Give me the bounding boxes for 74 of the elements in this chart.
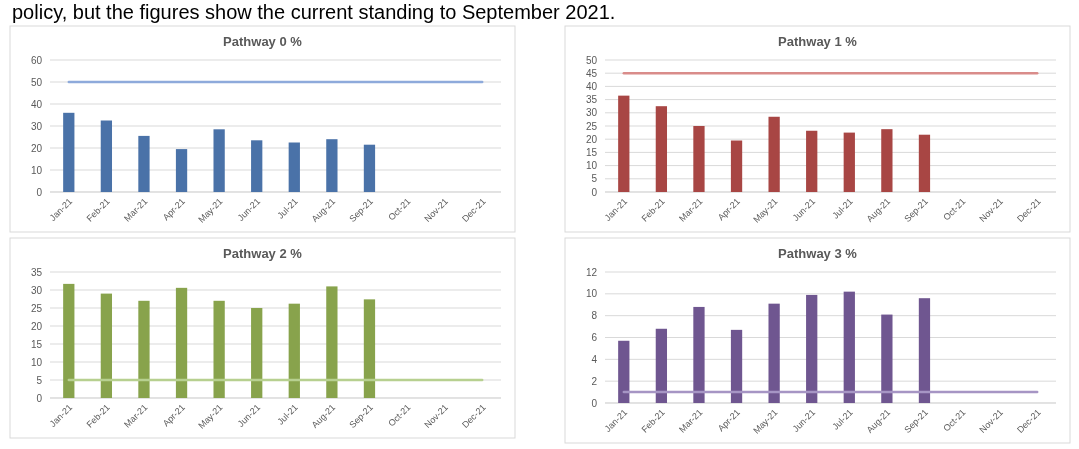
bar — [730, 329, 743, 403]
y-tick-label: 25 — [30, 302, 43, 314]
bar — [881, 314, 893, 403]
y-tick-label: 60 — [30, 54, 43, 66]
bar — [213, 300, 225, 398]
y-tick-label: 30 — [30, 284, 43, 296]
bar — [326, 139, 338, 192]
y-tick-label: 45 — [585, 67, 598, 79]
bar — [843, 132, 855, 192]
y-tick-label: 20 — [585, 133, 598, 145]
y-tick-label: 10 — [585, 160, 598, 172]
bar — [655, 106, 668, 192]
y-tick-label: 15 — [30, 338, 43, 350]
chart-title: Pathway 0 % — [223, 34, 303, 49]
bar — [288, 142, 300, 192]
bar — [730, 140, 743, 192]
y-tick-label: 25 — [585, 120, 598, 132]
y-tick-label: 20 — [30, 320, 43, 332]
y-tick-label: 40 — [30, 98, 43, 110]
bar — [618, 340, 630, 403]
y-tick-label: 4 — [591, 353, 598, 365]
chart-title: Pathway 1 % — [778, 34, 858, 49]
bar — [63, 112, 75, 192]
y-tick-label: 12 — [585, 266, 598, 278]
bar — [693, 126, 705, 192]
y-tick-label: 30 — [30, 120, 43, 132]
bar — [213, 129, 225, 192]
y-tick-label: 8 — [591, 310, 598, 322]
y-tick-label: 40 — [585, 80, 598, 92]
y-tick-label: 10 — [30, 356, 43, 368]
bar — [363, 299, 376, 398]
bar — [251, 308, 263, 398]
bar — [63, 283, 75, 398]
bar — [138, 300, 150, 398]
bar — [918, 298, 931, 403]
bar — [806, 130, 818, 192]
bar — [806, 294, 818, 403]
y-tick-label: 20 — [30, 142, 43, 154]
y-tick-label: 6 — [591, 332, 598, 343]
y-tick-label: 35 — [585, 94, 598, 106]
bar — [655, 328, 668, 403]
bar — [693, 306, 705, 403]
y-tick-label: 0 — [36, 186, 43, 198]
bar — [363, 144, 376, 192]
y-tick-label: 35 — [30, 266, 43, 278]
y-tick-label: 5 — [591, 173, 598, 185]
bar — [288, 303, 300, 398]
bar — [138, 135, 150, 192]
bar — [843, 291, 855, 403]
chart-title: Pathway 3 % — [778, 246, 858, 261]
y-tick-label: 30 — [585, 107, 598, 119]
y-tick-label: 10 — [585, 288, 598, 300]
y-tick-label: 15 — [585, 146, 598, 158]
y-tick-label: 10 — [30, 164, 43, 176]
y-tick-label: 2 — [591, 375, 598, 387]
y-tick-label: 0 — [591, 186, 598, 198]
bar — [100, 293, 113, 398]
bar — [326, 286, 338, 398]
bar — [618, 95, 630, 192]
bar — [768, 116, 780, 192]
bar — [175, 287, 188, 398]
y-tick-label: 0 — [591, 397, 598, 409]
bar — [918, 134, 931, 192]
y-tick-label: 5 — [36, 374, 43, 386]
bar — [175, 149, 188, 192]
bar — [881, 129, 893, 192]
y-tick-label: 0 — [36, 392, 43, 404]
bar — [100, 120, 113, 192]
chart-title: Pathway 2 % — [223, 246, 303, 261]
bar — [251, 140, 263, 192]
y-tick-label: 50 — [585, 54, 598, 66]
text: policy, but the figures show the current standing to September 2021. — [12, 1, 616, 23]
y-tick-label: 50 — [30, 76, 43, 88]
bar — [768, 303, 780, 403]
